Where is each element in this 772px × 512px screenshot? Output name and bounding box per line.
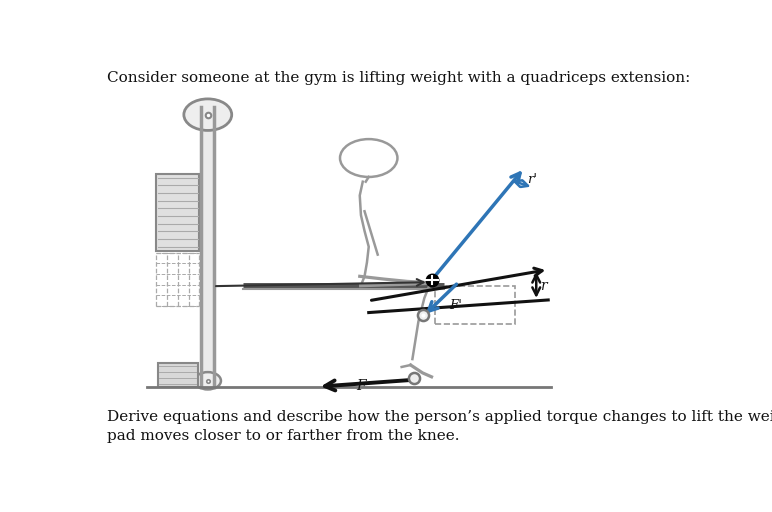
Bar	[157, 363, 198, 387]
Text: pad moves closer to or farther from the knee.: pad moves closer to or farther from the …	[107, 429, 460, 443]
Circle shape	[195, 372, 221, 390]
Text: Derive equations and describe how the person’s applied torque changes to lift th: Derive equations and describe how the pe…	[107, 410, 772, 424]
Text: r': r'	[527, 173, 537, 186]
Bar	[435, 286, 516, 324]
Text: r: r	[540, 279, 547, 293]
Circle shape	[184, 99, 232, 131]
Text: F': F'	[449, 300, 462, 312]
Text: F: F	[356, 378, 366, 393]
Text: Consider someone at the gym is lifting weight with a quadriceps extension:: Consider someone at the gym is lifting w…	[107, 71, 691, 86]
Bar	[156, 174, 199, 251]
